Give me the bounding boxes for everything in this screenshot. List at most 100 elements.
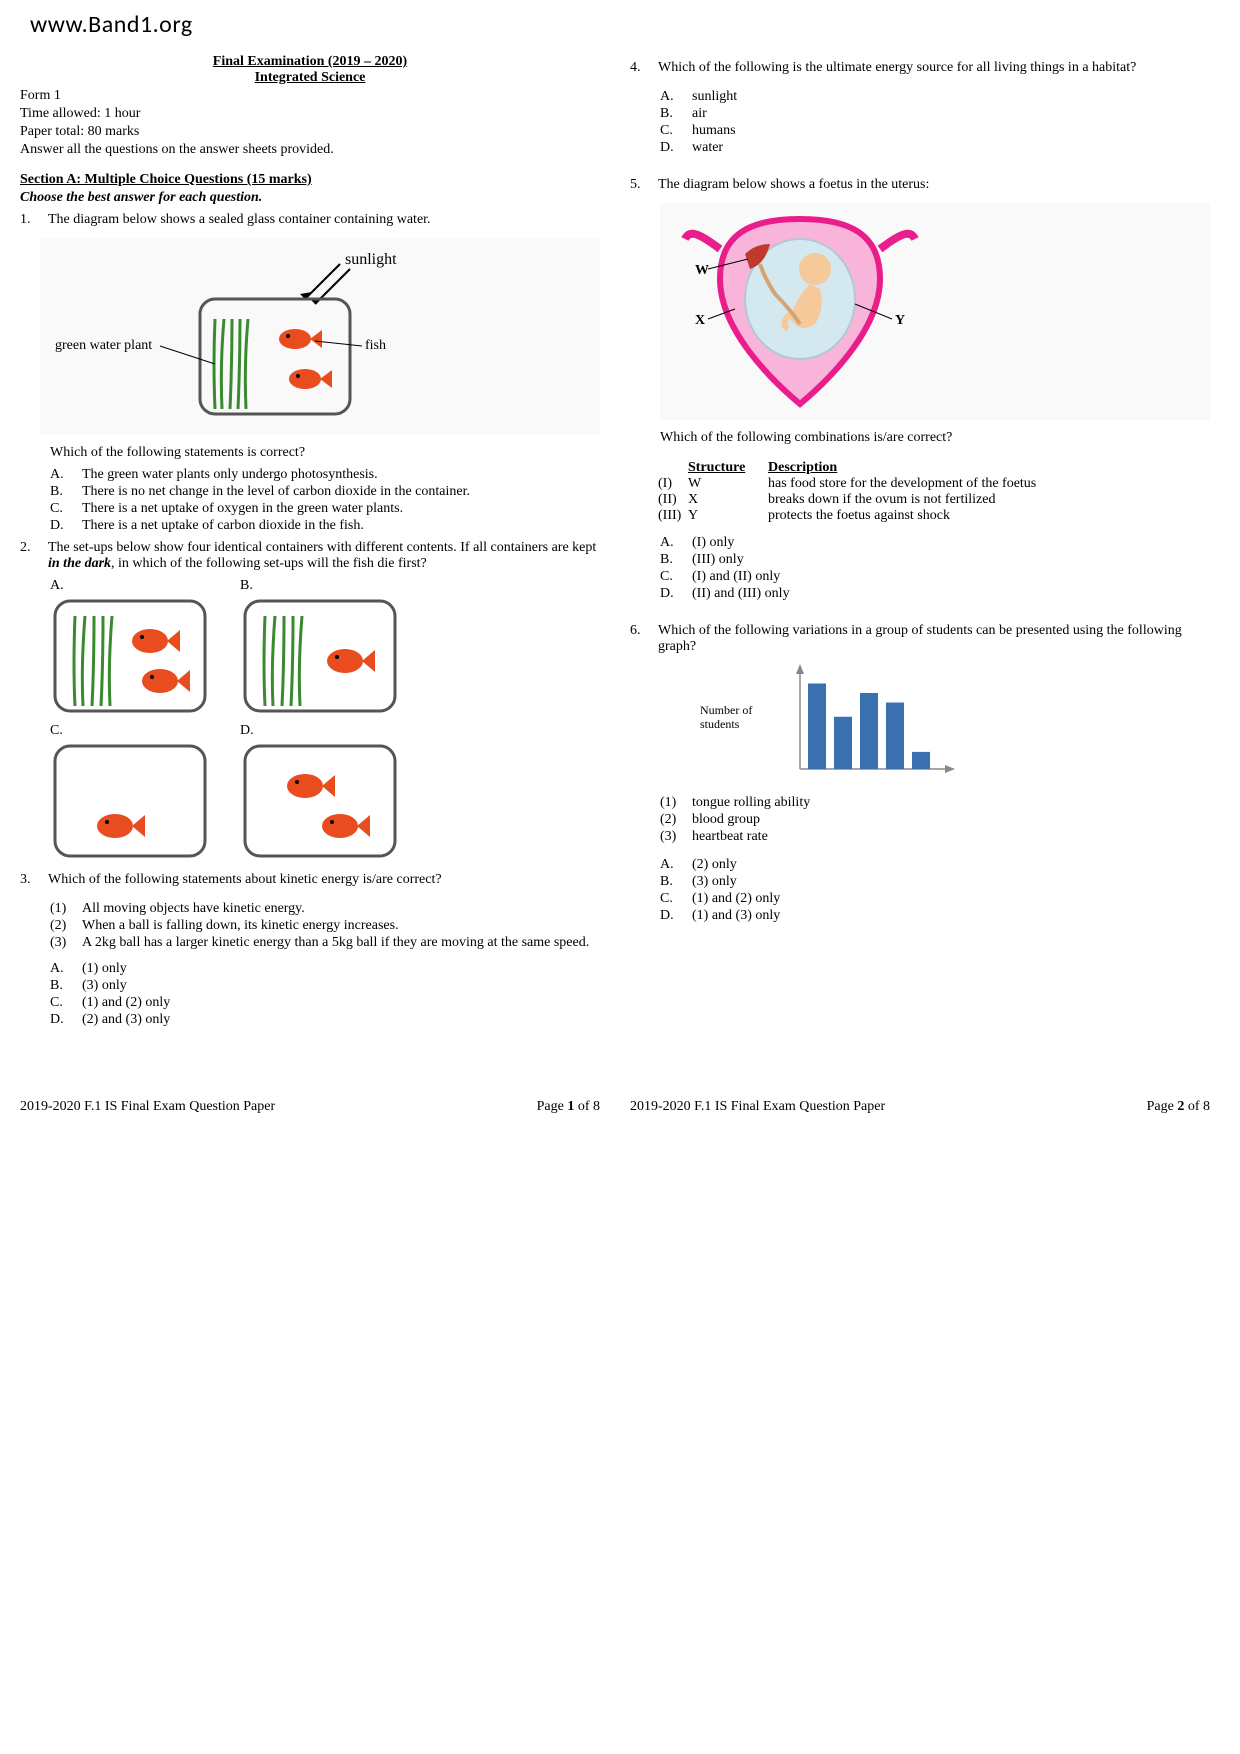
roman-num: (2) bbox=[660, 812, 692, 828]
watermark: www.Band1.org bbox=[30, 10, 1240, 39]
tbl-r2c1: (II) bbox=[658, 492, 688, 508]
opt-letter: D. bbox=[660, 586, 692, 602]
q2-label-b: B. bbox=[240, 578, 400, 594]
tbl-r1c2: W bbox=[688, 476, 768, 492]
q2-label-c: C. bbox=[50, 723, 210, 739]
opt-letter: B. bbox=[660, 874, 692, 890]
page-columns: Final Examination (2019 – 2020) Integrat… bbox=[0, 44, 1240, 1039]
q1-options: A.The green water plants only undergo ph… bbox=[50, 467, 600, 534]
q3-opt-b: (3) only bbox=[82, 978, 127, 994]
meta-form: Form 1 bbox=[20, 88, 600, 104]
q5-number: 5. bbox=[630, 177, 658, 193]
roman-num: (1) bbox=[660, 795, 692, 811]
svg-text:Number of: Number of bbox=[700, 703, 752, 717]
q1-number: 1. bbox=[20, 212, 48, 228]
opt-letter: A. bbox=[660, 89, 692, 105]
tbl-h2: Structure bbox=[688, 460, 768, 476]
q3-statements: (1)All moving objects have kinetic energ… bbox=[50, 901, 600, 951]
tbl-h1 bbox=[658, 460, 688, 476]
question-2: 2. The set-ups below show four identical… bbox=[20, 540, 600, 572]
exam-title: Final Examination (2019 – 2020) Integrat… bbox=[20, 54, 600, 86]
q1-opt-a: The green water plants only undergo phot… bbox=[82, 467, 378, 483]
q1-plant-label: green water plant bbox=[55, 338, 152, 353]
svg-text:Y: Y bbox=[895, 313, 905, 328]
tbl-h3: Description bbox=[768, 460, 1210, 476]
q2-box-a bbox=[50, 596, 210, 716]
q3-opt-d: (2) and (3) only bbox=[82, 1012, 170, 1028]
q2-label-d: D. bbox=[240, 723, 400, 739]
q6-chart: Number ofstudents bbox=[690, 659, 1210, 794]
q5-opt-a: (I) only bbox=[692, 535, 734, 551]
q6-r1: tongue rolling ability bbox=[692, 795, 810, 811]
opt-letter: D. bbox=[50, 1012, 82, 1028]
q4-number: 4. bbox=[630, 60, 658, 76]
title-line-2: Integrated Science bbox=[255, 70, 366, 85]
opt-letter: B. bbox=[50, 484, 82, 500]
section-a-heading: Section A: Multiple Choice Questions (15… bbox=[20, 172, 600, 188]
roman-num: (3) bbox=[660, 829, 692, 845]
q3-r2: When a ball is falling down, its kinetic… bbox=[82, 918, 399, 934]
q1-opt-c: There is a net uptake of oxygen in the g… bbox=[82, 501, 403, 517]
opt-letter: D. bbox=[50, 518, 82, 534]
q4-stem: Which of the following is the ultimate e… bbox=[658, 60, 1210, 76]
q1-stem: The diagram below shows a sealed glass c… bbox=[48, 212, 600, 228]
q2-box-c bbox=[50, 741, 210, 861]
q2-stem: The set-ups below show four identical co… bbox=[48, 540, 600, 572]
footer-page-2: Page 2 of 8 bbox=[1147, 1099, 1210, 1115]
q3-opt-c: (1) and (2) only bbox=[82, 995, 170, 1011]
q4-opt-b: air bbox=[692, 106, 707, 122]
q4-options: A.sunlight B.air C.humans D.water bbox=[660, 89, 1210, 156]
tbl-r1c1: (I) bbox=[658, 476, 688, 492]
q5-stem: The diagram below shows a foetus in the … bbox=[658, 177, 1210, 193]
tbl-r1c3: has food store for the development of th… bbox=[768, 476, 1210, 492]
tbl-r3c3: protects the foetus against shock bbox=[768, 508, 1210, 524]
footer-left-1: 2019-2020 F.1 IS Final Exam Question Pap… bbox=[20, 1099, 275, 1115]
q2-number: 2. bbox=[20, 540, 48, 572]
opt-letter: A. bbox=[660, 857, 692, 873]
tbl-r2c3: breaks down if the ovum is not fertilize… bbox=[768, 492, 1210, 508]
q3-r1: All moving objects have kinetic energy. bbox=[82, 901, 305, 917]
tbl-r2c2: X bbox=[688, 492, 768, 508]
q6-number: 6. bbox=[630, 623, 658, 655]
roman-num: (1) bbox=[50, 901, 82, 917]
q1-opt-d: There is a net uptake of carbon dioxide … bbox=[82, 518, 364, 534]
opt-letter: C. bbox=[50, 501, 82, 517]
question-6: 6. Which of the following variations in … bbox=[630, 623, 1210, 655]
q2-label-a: A. bbox=[50, 578, 210, 594]
q1-diagram: sunlight green water bbox=[40, 238, 600, 435]
svg-text:X: X bbox=[695, 313, 705, 328]
q5-subquestion: Which of the following combinations is/a… bbox=[660, 430, 1210, 446]
meta-time: Time allowed: 1 hour bbox=[20, 106, 600, 122]
opt-letter: B. bbox=[660, 106, 692, 122]
svg-text:students: students bbox=[700, 717, 740, 731]
q6-stem: Which of the following variations in a g… bbox=[658, 623, 1210, 655]
roman-num: (3) bbox=[50, 935, 82, 951]
q2-diagram-grid: A. C. B. bbox=[50, 576, 600, 866]
q6-options: A.(2) only B.(3) only C.(1) and (2) only… bbox=[660, 857, 1210, 924]
title-line-1: Final Examination (2019 – 2020) bbox=[213, 54, 407, 69]
tbl-r3c2: Y bbox=[688, 508, 768, 524]
q2-stem-a: The set-ups below show four identical co… bbox=[48, 540, 596, 555]
q5-table: Structure Description (I)Whas food store… bbox=[658, 460, 1210, 524]
meta-total: Paper total: 80 marks bbox=[20, 124, 600, 140]
q1-opt-b: There is no net change in the level of c… bbox=[82, 484, 470, 500]
opt-letter: B. bbox=[50, 978, 82, 994]
question-5: 5. The diagram below shows a foetus in t… bbox=[630, 177, 1210, 193]
footer-left-2: 2019-2020 F.1 IS Final Exam Question Pap… bbox=[630, 1099, 885, 1115]
q6-r2: blood group bbox=[692, 812, 760, 828]
opt-letter: A. bbox=[50, 961, 82, 977]
meta-instr: Answer all the questions on the answer s… bbox=[20, 142, 600, 158]
q6-opt-d: (1) and (3) only bbox=[692, 908, 780, 924]
footer: 2019-2020 F.1 IS Final Exam Question Pap… bbox=[0, 1099, 1240, 1135]
footer-page-1: Page 1 of 8 bbox=[537, 1099, 600, 1115]
q3-stem: Which of the following statements about … bbox=[48, 872, 600, 888]
q5-diagram: W X Y bbox=[660, 203, 1210, 420]
opt-letter: C. bbox=[660, 123, 692, 139]
q3-options: A.(1) only B.(3) only C.(1) and (2) only… bbox=[50, 961, 600, 1028]
question-1: 1. The diagram below shows a sealed glas… bbox=[20, 212, 600, 228]
q6-statements: (1)tongue rolling ability (2)blood group… bbox=[660, 795, 1210, 845]
opt-letter: C. bbox=[50, 995, 82, 1011]
q5-opt-c: (I) and (II) only bbox=[692, 569, 780, 585]
q2-stem-c: , in which of the following set-ups will… bbox=[111, 556, 427, 571]
q4-opt-a: sunlight bbox=[692, 89, 737, 105]
